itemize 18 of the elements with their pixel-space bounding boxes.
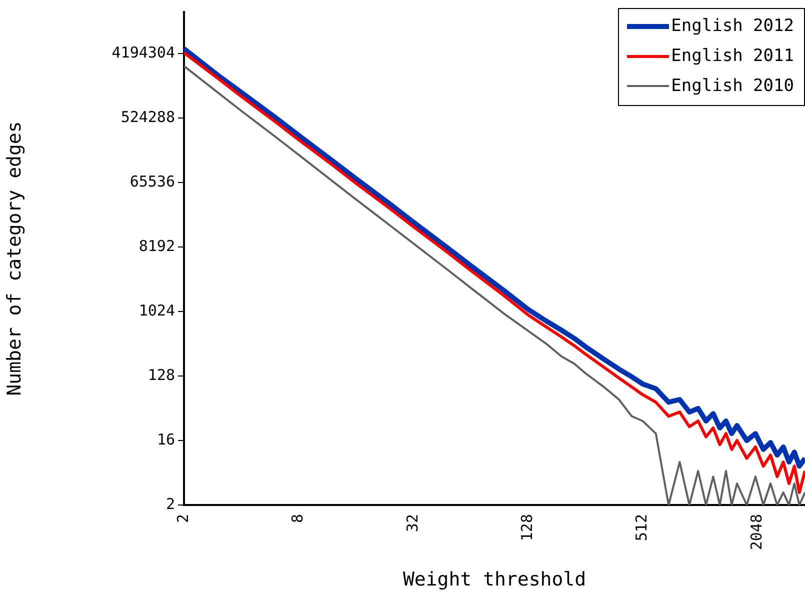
- x-tick-label: 512: [632, 514, 651, 542]
- x-tick-label: 8: [288, 514, 307, 524]
- y-tick-label: 65536: [130, 172, 175, 190]
- x-tick-label: 2048: [747, 514, 766, 550]
- y-tick-label: 128: [148, 366, 175, 384]
- y-tick-label: 16: [156, 430, 175, 448]
- x-tick-label: 128: [518, 514, 536, 542]
- y-tick-label: 524288: [120, 108, 175, 126]
- legend-label: English 2011: [671, 46, 794, 66]
- x-tick-label: 32: [403, 514, 422, 532]
- legend-label: English 2010: [671, 76, 794, 96]
- x-axis-title: Weight threshold: [402, 568, 586, 591]
- x-tick-label: 2: [174, 514, 192, 524]
- legend-label: English 2012: [671, 16, 794, 36]
- y-tick-label: 4194304: [112, 43, 175, 62]
- y-tick-label: 8192: [138, 236, 175, 255]
- y-axis-title: Number of category edges: [3, 121, 26, 396]
- y-tick-label: 1024: [138, 301, 175, 320]
